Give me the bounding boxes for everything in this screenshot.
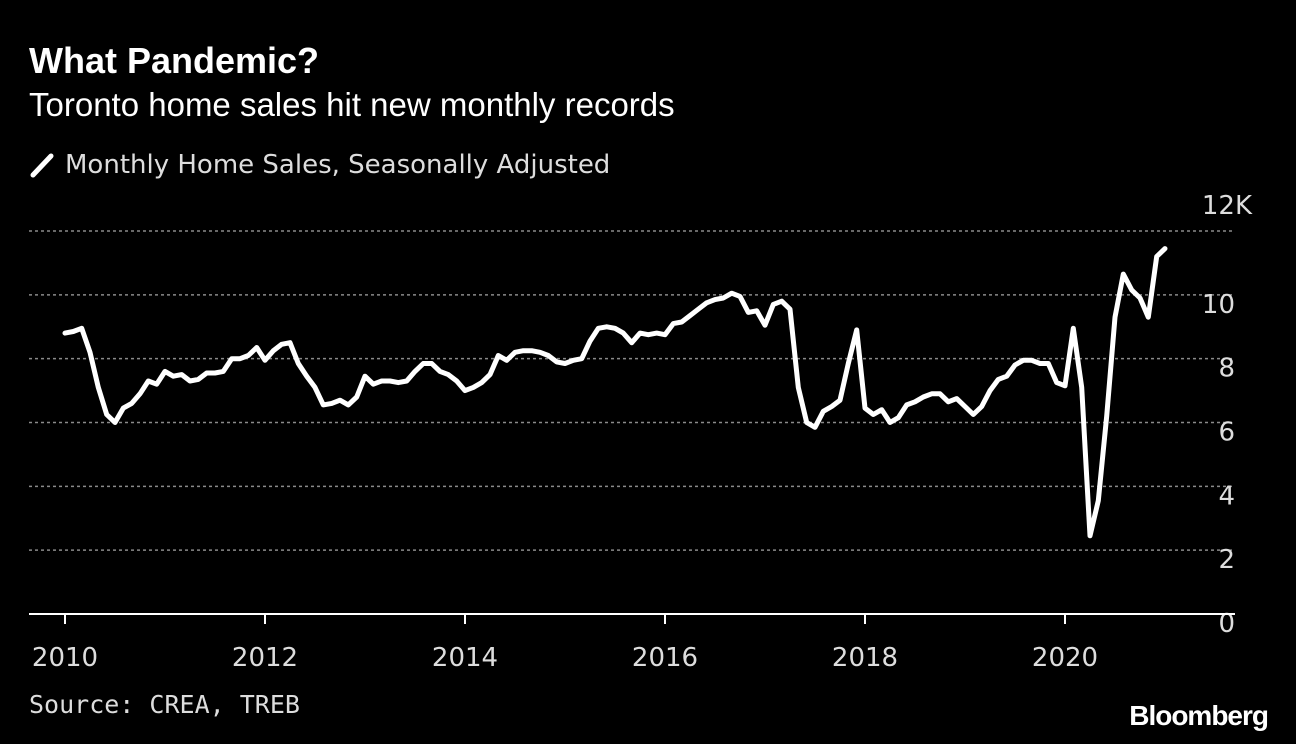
x-tick-label: 2020	[1032, 643, 1098, 673]
y-tick-label: 2	[1218, 545, 1235, 575]
x-tick-label: 2014	[432, 643, 498, 673]
chart-title: What Pandemic?	[29, 40, 320, 81]
y-axis: 0 2 4 6 8 10 12K	[1202, 191, 1253, 639]
x-tick-label: 2018	[832, 643, 898, 673]
series-line	[62, 246, 1168, 539]
source-note: Source: CREA, TREB	[29, 690, 300, 719]
x-axis: 2010 2012 2014 2016 2018 2020	[32, 614, 1098, 673]
y-tick-label: 8	[1218, 354, 1235, 384]
x-tick-label: 2012	[232, 643, 298, 673]
y-tick-label: 6	[1218, 418, 1235, 448]
y-tick-label: 12K	[1202, 191, 1253, 221]
y-tick-label: 4	[1218, 481, 1235, 511]
legend-label: Monthly Home Sales, Seasonally Adjusted	[65, 150, 611, 180]
bloomberg-logo: Bloomberg	[1129, 700, 1269, 731]
y-tick-label: 10	[1202, 290, 1235, 320]
chart-subtitle: Toronto home sales hit new monthly recor…	[29, 86, 675, 123]
x-tick-label: 2010	[32, 643, 98, 673]
grid	[29, 230, 1235, 551]
line-swatch-icon	[30, 153, 54, 178]
y-tick-label: 0	[1218, 609, 1235, 639]
legend: Monthly Home Sales, Seasonally Adjusted	[29, 150, 610, 180]
x-tick-label: 2016	[632, 643, 698, 673]
